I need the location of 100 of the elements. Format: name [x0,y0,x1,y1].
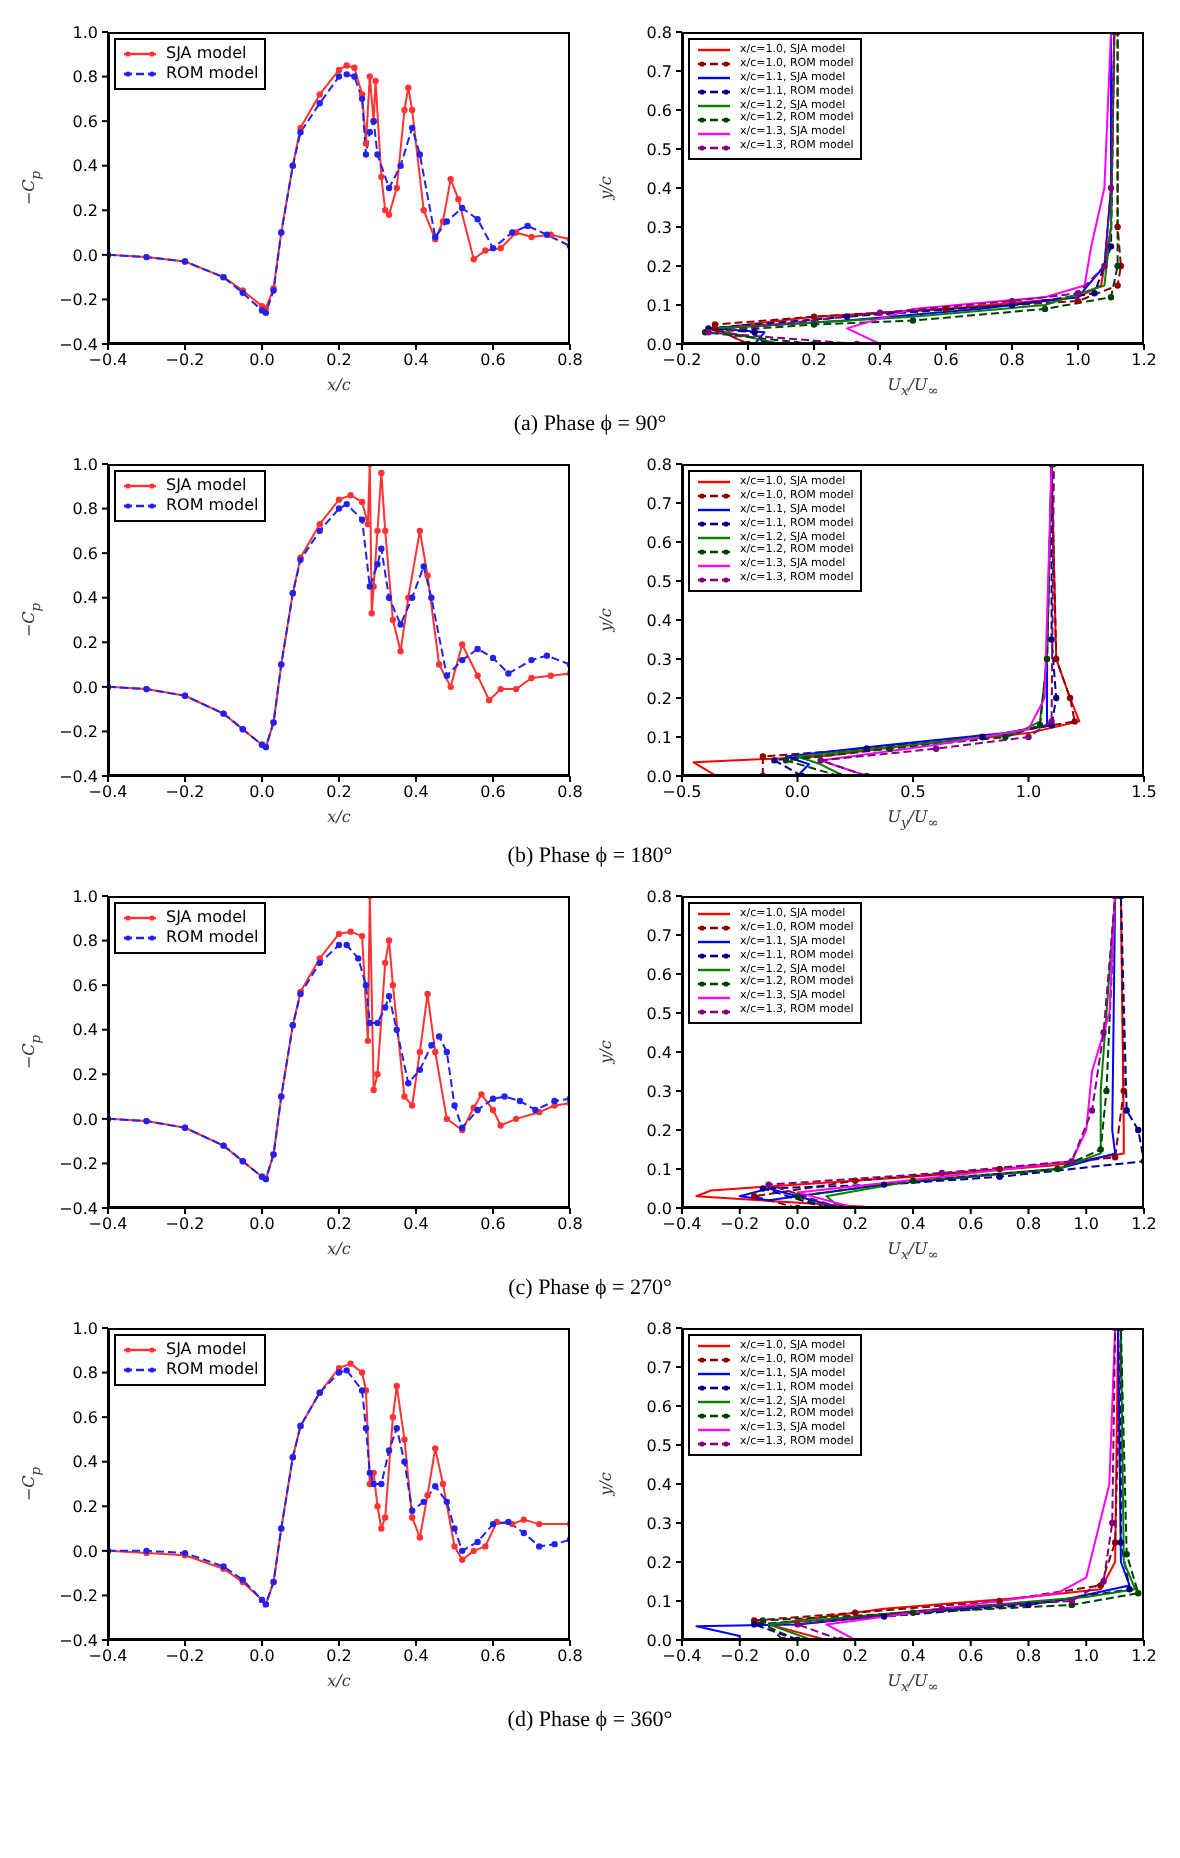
y-tick-label: 0.4 [646,611,672,630]
x-tick-label: 0.0 [249,351,275,370]
x-tick-label: 0.6 [933,351,959,370]
y-tick-label: 0.6 [646,1397,672,1416]
text: (d) Phase ϕ = 360° [505,1708,675,1732]
x-tick-label: 0.8 [557,351,583,370]
x-tick-label: 0.4 [403,1647,429,1666]
y-tick-label: 0.2 [646,1553,672,1572]
text: (a) Phase ϕ = 90° [511,412,669,436]
x-tick-label: −0.2 [165,1647,205,1666]
x-tick-label: 1.0 [1073,1215,1099,1234]
y-tick-label: −0.4 [59,1199,98,1218]
y-tick-label: −0.4 [59,1631,98,1650]
y-tick-label: 1.0 [72,887,98,906]
y-tick-label: 0.3 [646,218,672,237]
x-tick-label: −0.2 [165,783,205,802]
y-tick-label: 0.2 [646,1121,672,1140]
y-tick-label: 0.2 [646,257,672,276]
y-tick-label: 0.8 [646,23,672,42]
x-tick-label: 1.2 [1131,351,1157,370]
y-tick-label: 1.0 [72,455,98,474]
x-tick-label: 0.6 [480,783,506,802]
x-tick-label: 0.5 [900,783,926,802]
x-tick-label: 0.8 [1015,1215,1042,1234]
x-tick-label: 1.5 [1131,783,1157,802]
y-tick-label: 0.0 [646,1199,672,1218]
y-tick-label: 0.5 [646,572,672,591]
y-tick-label: 0.1 [646,1160,672,1179]
y-tick-label: 0.8 [72,932,98,951]
y-tick-label: 0.4 [72,1021,98,1040]
y-tick-label: 0.7 [646,926,672,945]
x-tick-label: 0.0 [735,351,761,370]
y-tick-label: 0.4 [646,1043,672,1062]
x-tick-label: 0.6 [480,1215,506,1234]
text: (b) Phase ϕ = 180° [505,844,675,868]
y-tick-label: 0.5 [646,140,672,159]
y-axis-title: y/c [597,176,615,200]
x-tick-label: 1.0 [1073,1647,1099,1666]
x-tick-label: 0.0 [249,783,275,802]
y-tick-label: 0.1 [646,728,672,747]
y-tick-label: 1.0 [72,1319,98,1338]
y-tick-label: 0.4 [72,589,98,608]
y-tick-label: 0.6 [72,544,98,563]
x-tick-label: 1.0 [1015,783,1042,802]
y-tick-label: 0.3 [646,1514,672,1533]
x-tick-label: −0.2 [165,351,205,370]
x-tick-label: 0.0 [249,1215,275,1234]
x-tick-label: 0.6 [958,1647,984,1666]
y-tick-label: 0.0 [646,1631,672,1650]
y-tick-label: 0.2 [72,1497,98,1516]
x-tick-label: 0.8 [557,1647,583,1666]
y-tick-label: 0.8 [646,887,672,906]
x-tick-label: 0.8 [1015,1647,1042,1666]
y-tick-label: 0.7 [646,62,672,81]
x-tick-label: −0.2 [720,1647,760,1666]
y-tick-label: 0.3 [646,1082,672,1101]
x-axis-title: x/c [327,808,351,826]
y-tick-label: −0.2 [59,1155,98,1174]
legend-label: ROM model [166,1360,259,1380]
x-tick-label: 0.0 [784,1215,811,1234]
x-tick-label: 1.2 [1131,1215,1157,1234]
x-tick-label: 0.4 [900,1215,926,1234]
y-tick-label: 0.1 [646,296,672,315]
y-tick-label: 0.2 [72,633,98,652]
y-tick-label: 0.3 [646,650,672,669]
x-tick-label: 0.2 [326,1215,352,1234]
y-tick-label: 0.0 [72,1110,98,1129]
x-tick-label: 0.4 [867,351,893,370]
y-tick-label: −0.2 [59,1587,98,1606]
y-tick-label: 0.5 [646,1436,672,1455]
legend-label: ROM model [166,928,259,948]
y-tick-label: 0.2 [72,1065,98,1084]
y-tick-label: 0.8 [646,1319,672,1338]
y-tick-label: 0.0 [72,246,98,265]
y-tick-label: 0.4 [72,157,98,176]
y-tick-label: 1.0 [72,23,98,42]
y-tick-label: 0.2 [646,689,672,708]
x-tick-label: −0.5 [662,783,702,802]
y-tick-label: 0.6 [72,1408,98,1427]
y-tick-label: −0.2 [59,723,98,742]
y-tick-label: 0.4 [646,1475,672,1494]
legend-label: SJA model [166,476,247,496]
y-tick-label: 0.6 [646,533,672,552]
x-tick-label: 0.6 [480,351,506,370]
x-axis-title: x/c [327,376,351,394]
x-tick-label: −0.4 [88,783,128,802]
y-tick-label: 0.6 [646,101,672,120]
y-tick-label: 0.4 [72,1453,98,1472]
y-tick-label: 0.0 [646,335,672,354]
x-tick-label: −0.4 [88,1215,128,1234]
x-tick-label: 0.4 [900,1647,926,1666]
x-tick-label: 1.2 [1131,1647,1157,1666]
x-tick-label: 0.2 [326,783,352,802]
x-tick-label: −0.2 [720,1215,760,1234]
x-tick-label: −0.4 [662,1647,702,1666]
y-tick-label: 0.4 [646,179,672,198]
y-tick-label: 0.6 [646,965,672,984]
y-tick-label: 0.7 [646,494,672,513]
x-tick-label: 0.8 [557,1215,583,1234]
x-tick-label: 0.2 [801,351,827,370]
